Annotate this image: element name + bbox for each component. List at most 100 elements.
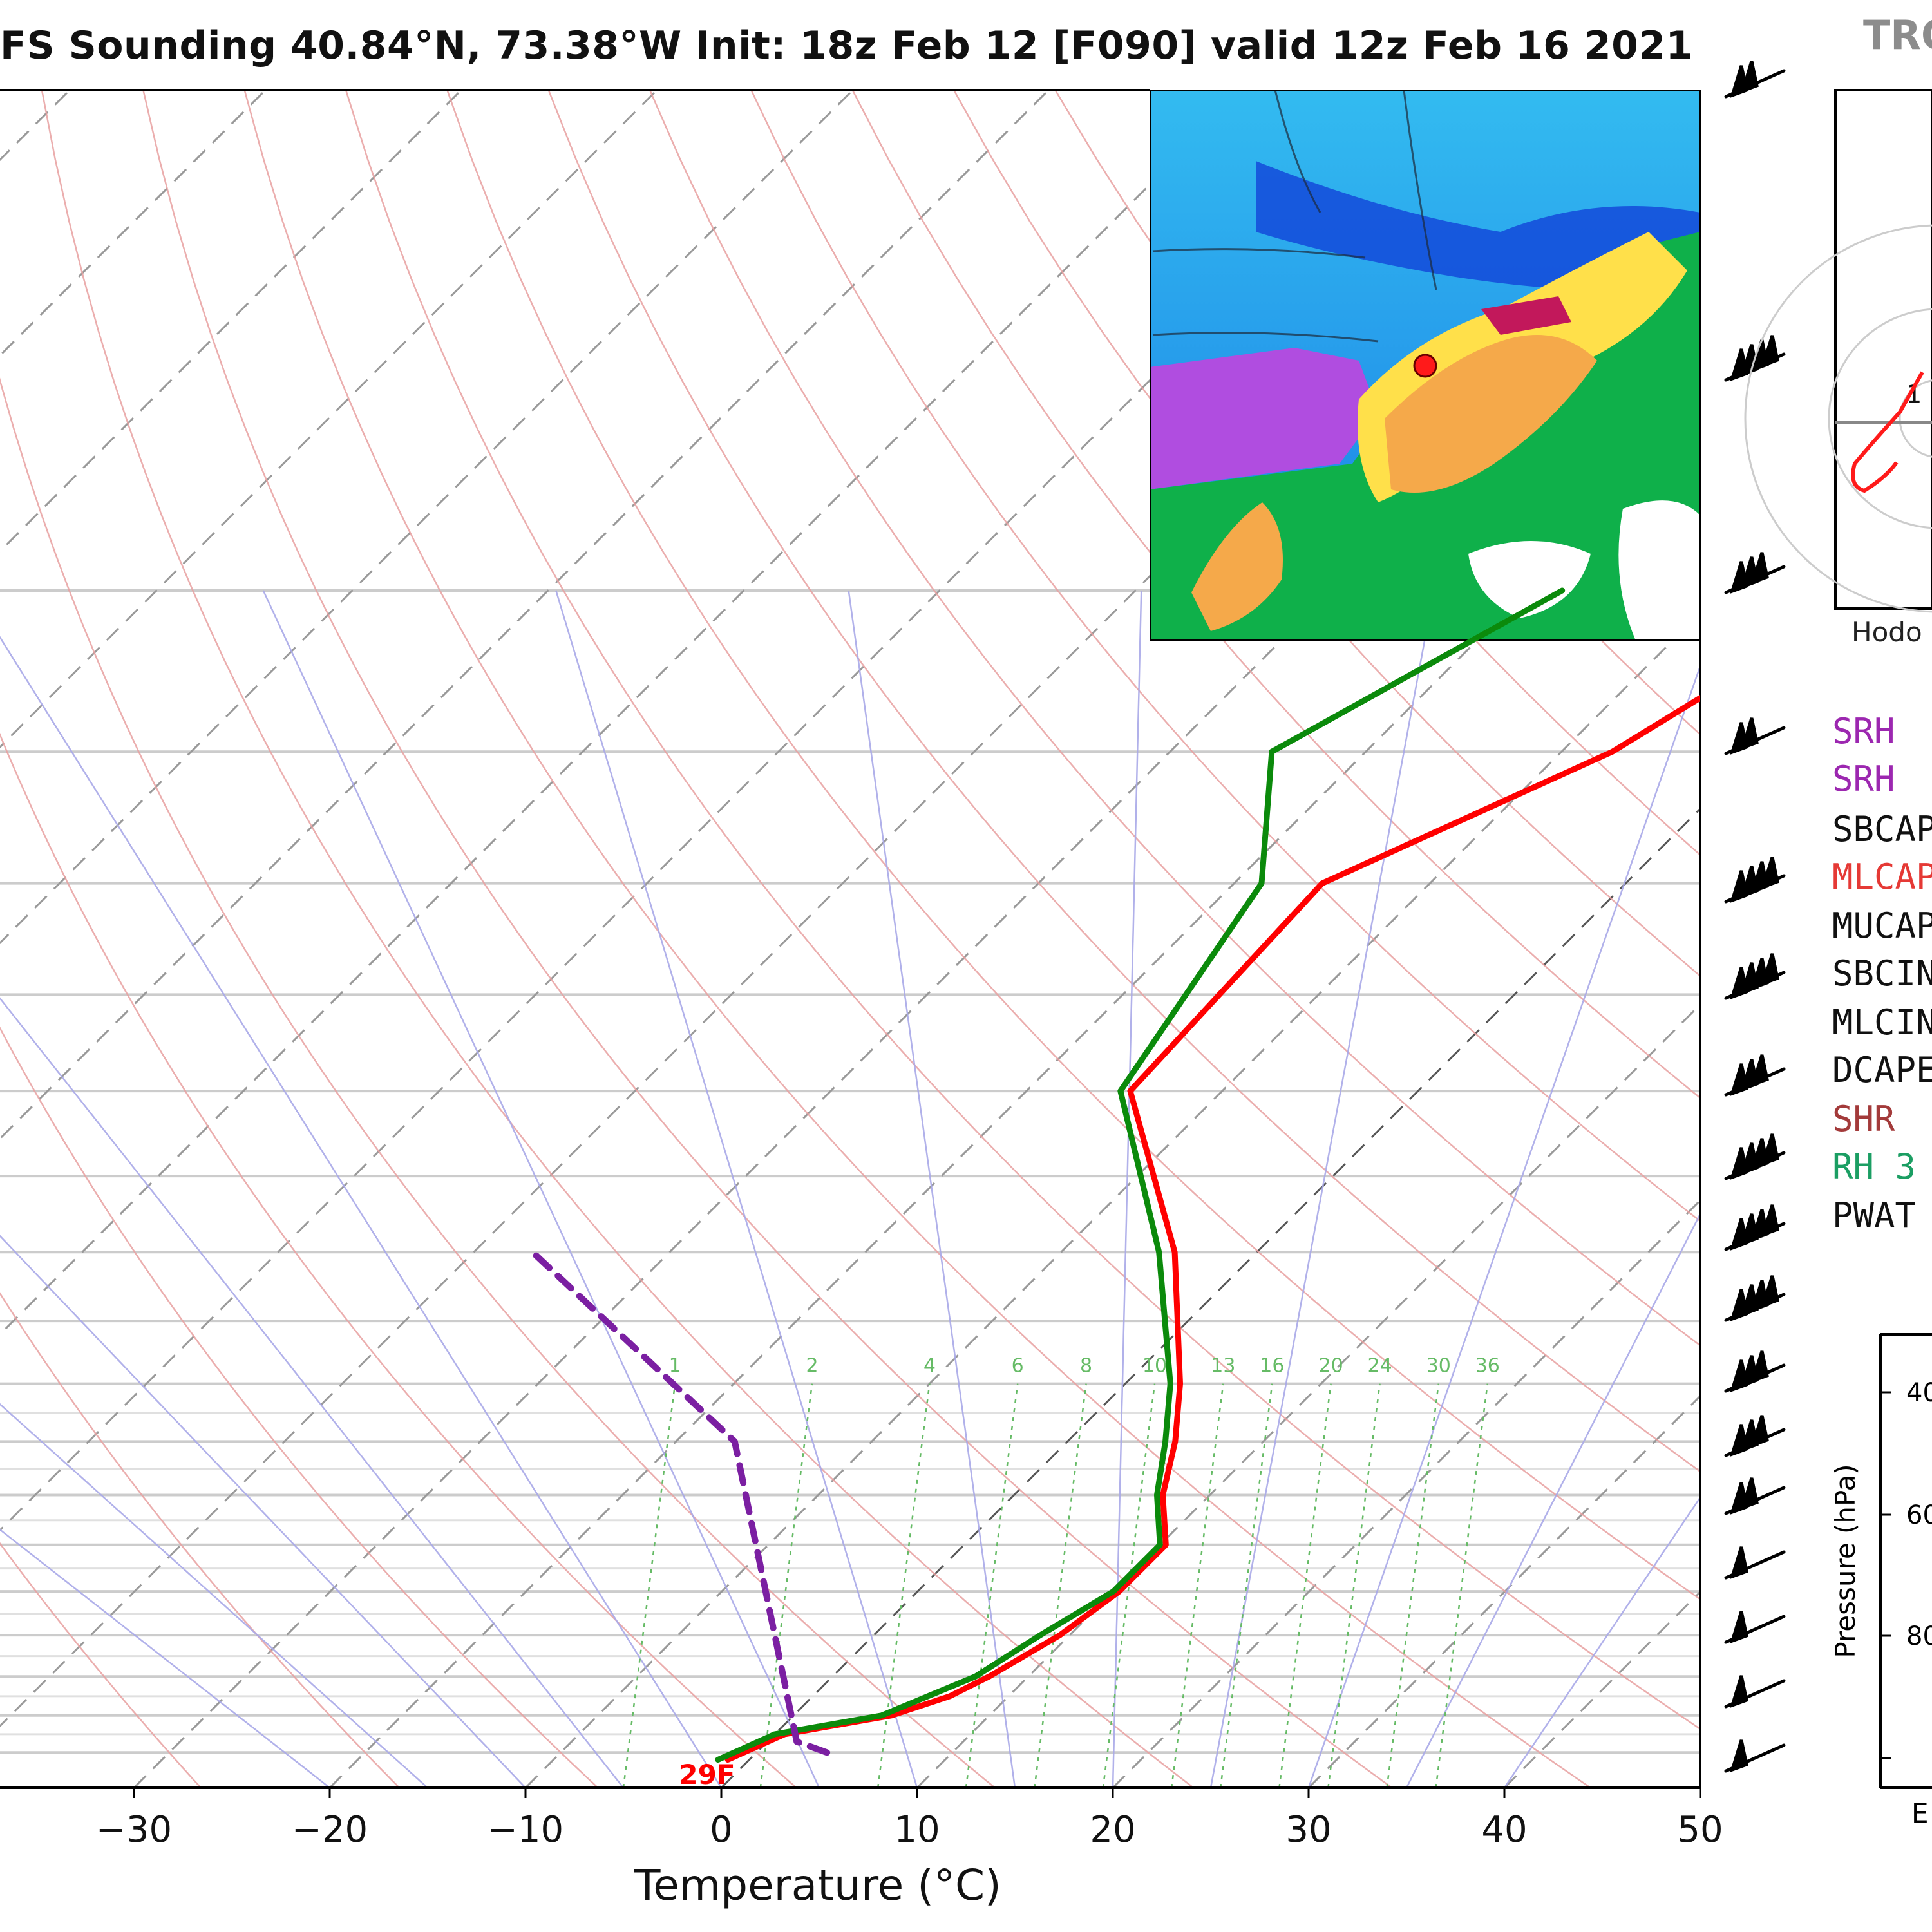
mixing-ratio-line <box>965 1383 1019 1788</box>
wind-barbs <box>1724 61 1786 1773</box>
wind-barb <box>1724 717 1786 755</box>
moist-adiabat-line <box>0 997 624 1788</box>
isotherm-line <box>133 220 1700 1788</box>
mixing-ratio-line <box>1435 1383 1489 1788</box>
mixing-ratio-label: 16 <box>1260 1355 1284 1378</box>
wind-barb <box>1724 1054 1786 1097</box>
x-axis-label: Temperature (°C) <box>634 1861 1001 1910</box>
moist-adiabat-line <box>0 1403 428 1788</box>
index-mucape: MUCAP <box>1832 905 1932 946</box>
dry-adiabat-line <box>0 1026 599 1788</box>
mixing-ratio-label: 20 <box>1319 1355 1343 1378</box>
mixing-ratio-line <box>1327 1383 1381 1788</box>
index-dcape: DCAPE <box>1832 1050 1932 1090</box>
moist-adiabat-line <box>1112 590 1142 1788</box>
mixing-ratio-label: 30 <box>1426 1355 1451 1378</box>
dry-adiabat-line <box>0 377 996 1788</box>
mini-tick-label: 40 <box>1906 1378 1932 1408</box>
moist-adiabat-line <box>1405 1212 1700 1788</box>
moist-adiabat-line <box>555 590 918 1788</box>
wind-barb <box>1724 1546 1786 1580</box>
wind-barb <box>1724 1204 1786 1251</box>
index-sbcin: SBCIN <box>1832 953 1932 994</box>
wind-barb <box>1724 1675 1786 1709</box>
isotherm-line <box>0 90 1050 1141</box>
x-tick-label: −10 <box>488 1809 564 1851</box>
mixing-ratio-label: 8 <box>1080 1355 1092 1378</box>
moist-adiabat-line <box>0 1235 526 1788</box>
wind-barb <box>1724 1477 1786 1515</box>
dry-adiabat-line <box>1054 90 1700 857</box>
mini-y-axis-label: Pressure (hPa) <box>1830 1464 1861 1658</box>
location-marker <box>1413 354 1437 378</box>
mixing-ratio-label: 1 <box>669 1355 681 1378</box>
mini-tick-label: 80 <box>1906 1622 1932 1651</box>
x-tick-label: 30 <box>1285 1809 1331 1851</box>
wind-barb <box>1724 1133 1786 1180</box>
x-tick-label: 20 <box>1090 1809 1135 1851</box>
wind-barb <box>1724 1415 1786 1457</box>
mixing-ratio-label: 36 <box>1475 1355 1500 1378</box>
dry-adiabat-line <box>547 90 1700 1473</box>
brand-logo-text: TRO <box>1863 12 1932 59</box>
moist-adiabat-line <box>1503 1496 1700 1788</box>
mixing-ratio-line <box>1386 1383 1440 1788</box>
wind-barb <box>1724 1275 1786 1322</box>
dry-adiabat-line <box>345 90 1700 1730</box>
surface-temp-label: 29F <box>679 1759 735 1790</box>
dry-adiabat-line <box>0 1292 400 1788</box>
moist-adiabat-line <box>848 590 1016 1788</box>
index-srh-2: SRH <box>1832 759 1895 799</box>
mixing-ratio-line <box>622 1383 676 1788</box>
isotherm-line <box>0 90 1441 1532</box>
dry-adiabat-line <box>851 90 1700 1099</box>
index-rh: RH 3 <box>1832 1146 1917 1187</box>
dry-adiabat-line <box>750 90 1700 1222</box>
dry-adiabat-line <box>649 90 1700 1347</box>
dry-adiabat-line <box>243 90 1591 1788</box>
x-tick-label: 0 <box>710 1809 733 1851</box>
mixing-ratio-label: 6 <box>1012 1355 1024 1378</box>
hodograph-caption: Hodo <box>1852 616 1922 648</box>
x-tick-label: 10 <box>894 1809 940 1851</box>
isotherm-line <box>328 415 1700 1788</box>
moist-adiabat-line <box>0 636 723 1788</box>
isotherm-line <box>0 90 1637 1728</box>
x-tick-label: −20 <box>292 1809 368 1851</box>
isotherm-line <box>720 807 1700 1788</box>
dry-adiabat-line <box>446 90 1700 1600</box>
dry-adiabat-line <box>0 1542 202 1788</box>
mixing-ratio-line <box>1034 1383 1087 1788</box>
dry-adiabat-line <box>0 732 797 1788</box>
index-mlcin: MLCIN <box>1832 1002 1932 1043</box>
dry-adiabat-line <box>41 90 1194 1788</box>
wind-barb <box>1724 857 1786 904</box>
wind-barb <box>1724 1739 1786 1773</box>
moist-adiabat-line <box>1209 590 1435 1788</box>
index-pwat: PWAT <box>1832 1195 1917 1236</box>
isotherm-line <box>0 90 462 553</box>
temperature-profile <box>724 694 1700 1763</box>
wind-barb <box>1724 953 1786 1000</box>
moist-adiabat-line <box>1307 663 1700 1788</box>
wind-barb <box>1724 1350 1786 1393</box>
wind-barb <box>1724 1611 1786 1644</box>
parcel-path <box>529 1249 831 1756</box>
mixing-ratio-line <box>1278 1383 1332 1788</box>
index-sbcape: SBCAP <box>1832 809 1932 849</box>
index-mlcape: MLCAP <box>1832 857 1932 897</box>
index-shr: SHR <box>1832 1099 1895 1139</box>
wind-barb <box>1724 61 1786 99</box>
x-tick-label: −30 <box>96 1809 172 1851</box>
mixing-ratio-label: 2 <box>806 1355 818 1378</box>
x-tick-label: 40 <box>1481 1809 1527 1851</box>
mixing-ratio-line <box>1219 1383 1273 1788</box>
mini-pressure-chart: 40 60 80 Pressure (hPa) E <box>1830 1333 1932 1829</box>
index-srh-1: SRH <box>1832 711 1895 752</box>
mixing-ratio-label: 13 <box>1211 1355 1235 1378</box>
wind-barb <box>1724 335 1786 382</box>
dewpoint-profile <box>715 587 1566 1763</box>
mini-tick-label: 60 <box>1906 1501 1932 1530</box>
isotherm-line <box>0 90 854 945</box>
